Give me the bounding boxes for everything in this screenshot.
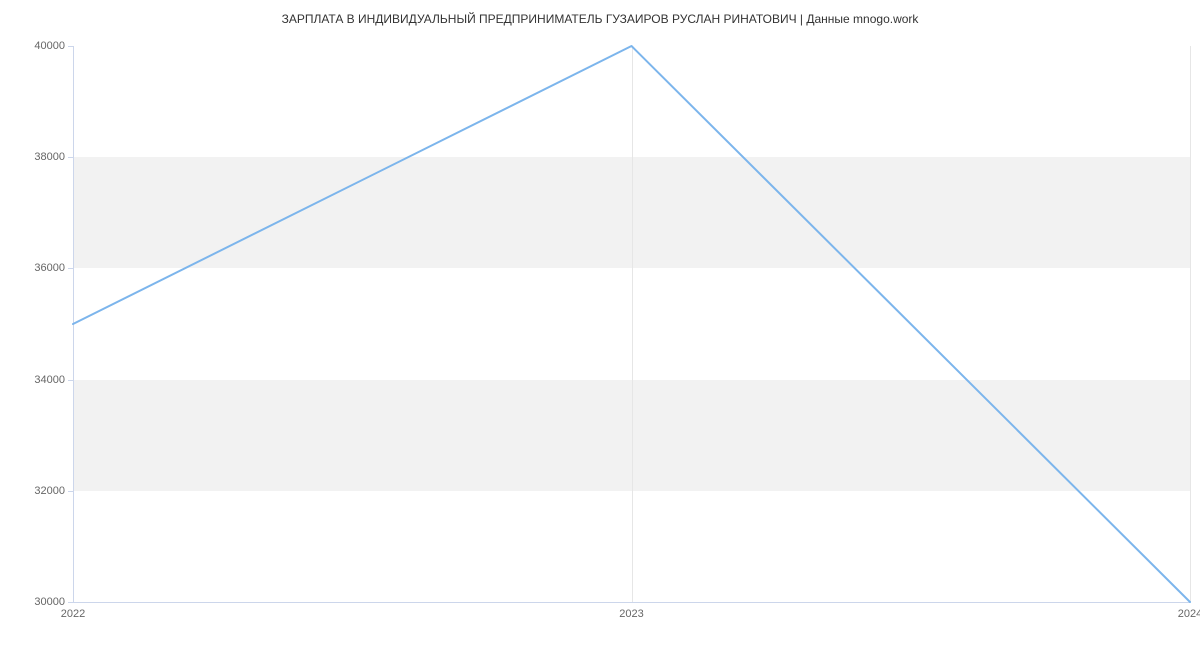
y-tick-label: 36000 [34, 262, 65, 274]
y-tick-label: 38000 [34, 151, 65, 163]
plot-area: 2022202320243000032000340003600038000400… [73, 46, 1190, 602]
line-series [73, 46, 1190, 602]
x-axis-line [73, 602, 1190, 603]
x-gridline [1190, 46, 1191, 602]
x-tick-label: 2022 [61, 608, 85, 620]
y-tick-label: 32000 [34, 485, 65, 497]
y-tick-label: 34000 [34, 374, 65, 386]
x-tick-label: 2024 [1178, 608, 1200, 620]
y-tick-label: 40000 [34, 40, 65, 52]
chart-title: ЗАРПЛАТА В ИНДИВИДУАЛЬНЫЙ ПРЕДПРИНИМАТЕЛ… [0, 12, 1200, 26]
x-tick-label: 2023 [619, 608, 643, 620]
y-tick-label: 30000 [34, 596, 65, 608]
